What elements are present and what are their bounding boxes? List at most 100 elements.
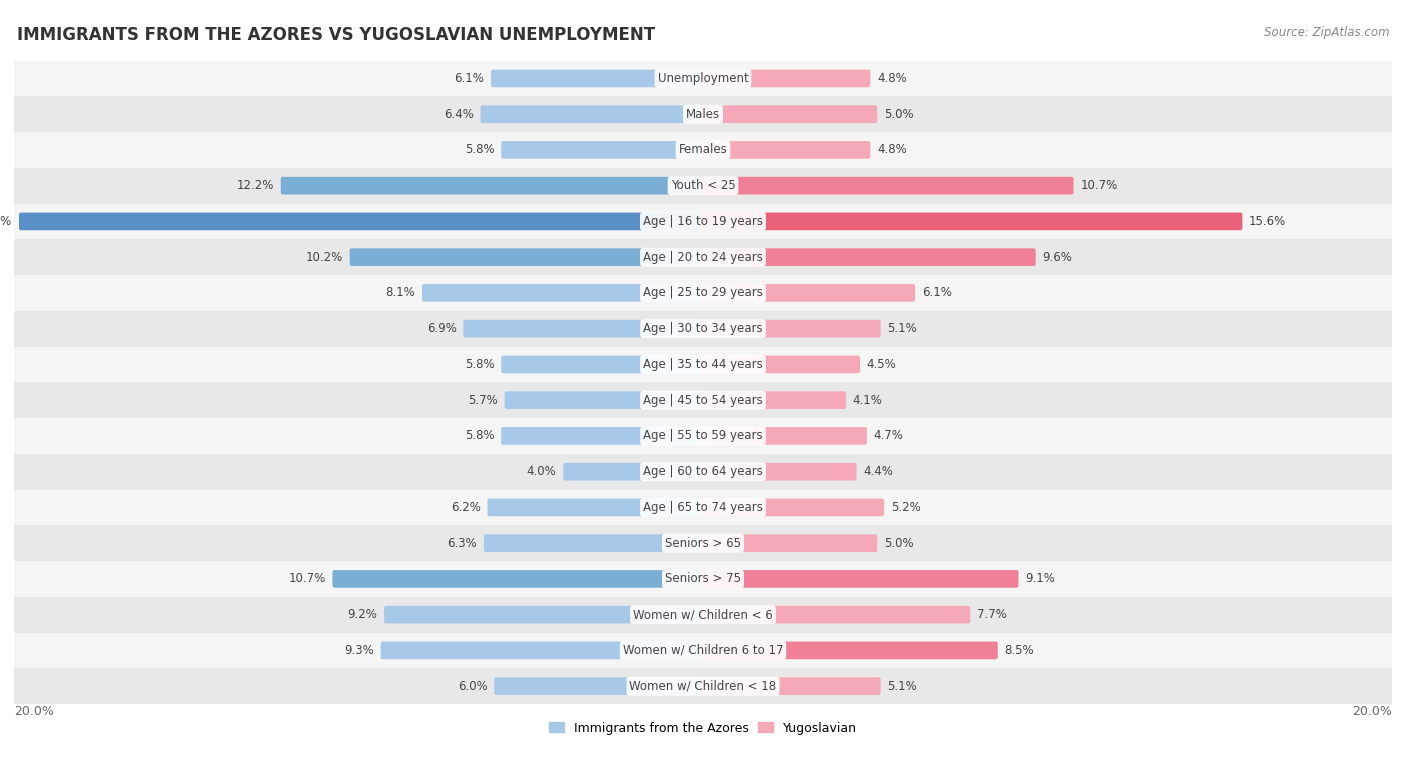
Text: Age | 30 to 34 years: Age | 30 to 34 years [643,322,763,335]
Text: 10.7%: 10.7% [288,572,326,585]
Text: 5.1%: 5.1% [887,322,917,335]
FancyBboxPatch shape [702,427,868,444]
Text: Females: Females [679,143,727,157]
Bar [14,561,1392,597]
Text: 8.1%: 8.1% [385,286,415,300]
Text: 7.7%: 7.7% [977,608,1007,621]
Text: Seniors > 75: Seniors > 75 [665,572,741,585]
Text: 20.0%: 20.0% [14,705,53,718]
FancyBboxPatch shape [702,105,877,123]
FancyBboxPatch shape [350,248,704,266]
Text: Age | 20 to 24 years: Age | 20 to 24 years [643,251,763,263]
Text: 4.8%: 4.8% [877,72,907,85]
FancyBboxPatch shape [702,606,970,624]
Text: Age | 16 to 19 years: Age | 16 to 19 years [643,215,763,228]
Text: 4.4%: 4.4% [863,465,893,478]
Bar [14,668,1392,704]
Text: 9.3%: 9.3% [344,644,374,657]
FancyBboxPatch shape [484,534,704,552]
FancyBboxPatch shape [702,141,870,159]
Text: 6.4%: 6.4% [444,107,474,120]
Text: 9.6%: 9.6% [1042,251,1073,263]
Text: Age | 60 to 64 years: Age | 60 to 64 years [643,465,763,478]
Text: 5.8%: 5.8% [465,143,495,157]
FancyBboxPatch shape [481,105,704,123]
Text: 6.1%: 6.1% [454,72,484,85]
Text: 9.2%: 9.2% [347,608,377,621]
Text: 5.7%: 5.7% [468,394,498,407]
Bar [14,204,1392,239]
Text: Women w/ Children < 18: Women w/ Children < 18 [630,680,776,693]
Bar [14,132,1392,168]
Text: 6.9%: 6.9% [427,322,457,335]
Text: 4.8%: 4.8% [877,143,907,157]
Text: 6.1%: 6.1% [922,286,952,300]
Text: Males: Males [686,107,720,120]
Text: Women w/ Children 6 to 17: Women w/ Children 6 to 17 [623,644,783,657]
FancyBboxPatch shape [702,177,1074,195]
Text: 5.8%: 5.8% [465,429,495,442]
Text: 5.8%: 5.8% [465,358,495,371]
Text: Age | 65 to 74 years: Age | 65 to 74 years [643,501,763,514]
Bar [14,239,1392,275]
Text: 20.0%: 20.0% [1353,705,1392,718]
FancyBboxPatch shape [422,284,704,302]
Bar [14,453,1392,490]
Text: Age | 35 to 44 years: Age | 35 to 44 years [643,358,763,371]
Bar [14,168,1392,204]
Legend: Immigrants from the Azores, Yugoslavian: Immigrants from the Azores, Yugoslavian [544,717,862,740]
FancyBboxPatch shape [702,678,880,695]
FancyBboxPatch shape [702,570,1018,587]
Text: Source: ZipAtlas.com: Source: ZipAtlas.com [1264,26,1389,39]
Text: 15.6%: 15.6% [1249,215,1286,228]
Bar [14,347,1392,382]
Bar [14,311,1392,347]
Text: Age | 25 to 29 years: Age | 25 to 29 years [643,286,763,300]
FancyBboxPatch shape [381,642,704,659]
Text: 4.0%: 4.0% [527,465,557,478]
FancyBboxPatch shape [702,463,856,481]
Text: Age | 55 to 59 years: Age | 55 to 59 years [643,429,763,442]
Text: IMMIGRANTS FROM THE AZORES VS YUGOSLAVIAN UNEMPLOYMENT: IMMIGRANTS FROM THE AZORES VS YUGOSLAVIA… [17,26,655,45]
Text: Unemployment: Unemployment [658,72,748,85]
Text: 5.0%: 5.0% [884,107,914,120]
FancyBboxPatch shape [564,463,704,481]
Text: 5.2%: 5.2% [891,501,921,514]
Text: 6.2%: 6.2% [451,501,481,514]
Text: 4.5%: 4.5% [866,358,897,371]
FancyBboxPatch shape [702,213,1243,230]
Text: Women w/ Children < 6: Women w/ Children < 6 [633,608,773,621]
Text: 10.7%: 10.7% [1080,179,1118,192]
Text: 5.0%: 5.0% [884,537,914,550]
Text: 10.2%: 10.2% [305,251,343,263]
FancyBboxPatch shape [20,213,704,230]
Bar [14,275,1392,311]
FancyBboxPatch shape [702,499,884,516]
Bar [14,418,1392,453]
FancyBboxPatch shape [384,606,704,624]
Text: 6.0%: 6.0% [458,680,488,693]
Bar [14,597,1392,633]
Bar [14,633,1392,668]
FancyBboxPatch shape [702,248,1036,266]
FancyBboxPatch shape [488,499,704,516]
Text: 4.7%: 4.7% [873,429,904,442]
FancyBboxPatch shape [464,320,704,338]
Text: 8.5%: 8.5% [1004,644,1033,657]
FancyBboxPatch shape [505,391,704,409]
FancyBboxPatch shape [702,284,915,302]
Text: Age | 45 to 54 years: Age | 45 to 54 years [643,394,763,407]
Bar [14,61,1392,96]
Bar [14,382,1392,418]
FancyBboxPatch shape [491,70,704,87]
Text: 19.8%: 19.8% [0,215,13,228]
Bar [14,490,1392,525]
FancyBboxPatch shape [702,391,846,409]
Text: 5.1%: 5.1% [887,680,917,693]
FancyBboxPatch shape [332,570,704,587]
FancyBboxPatch shape [702,642,998,659]
Text: 12.2%: 12.2% [236,179,274,192]
Text: Youth < 25: Youth < 25 [671,179,735,192]
Text: 6.3%: 6.3% [447,537,478,550]
Bar [14,525,1392,561]
